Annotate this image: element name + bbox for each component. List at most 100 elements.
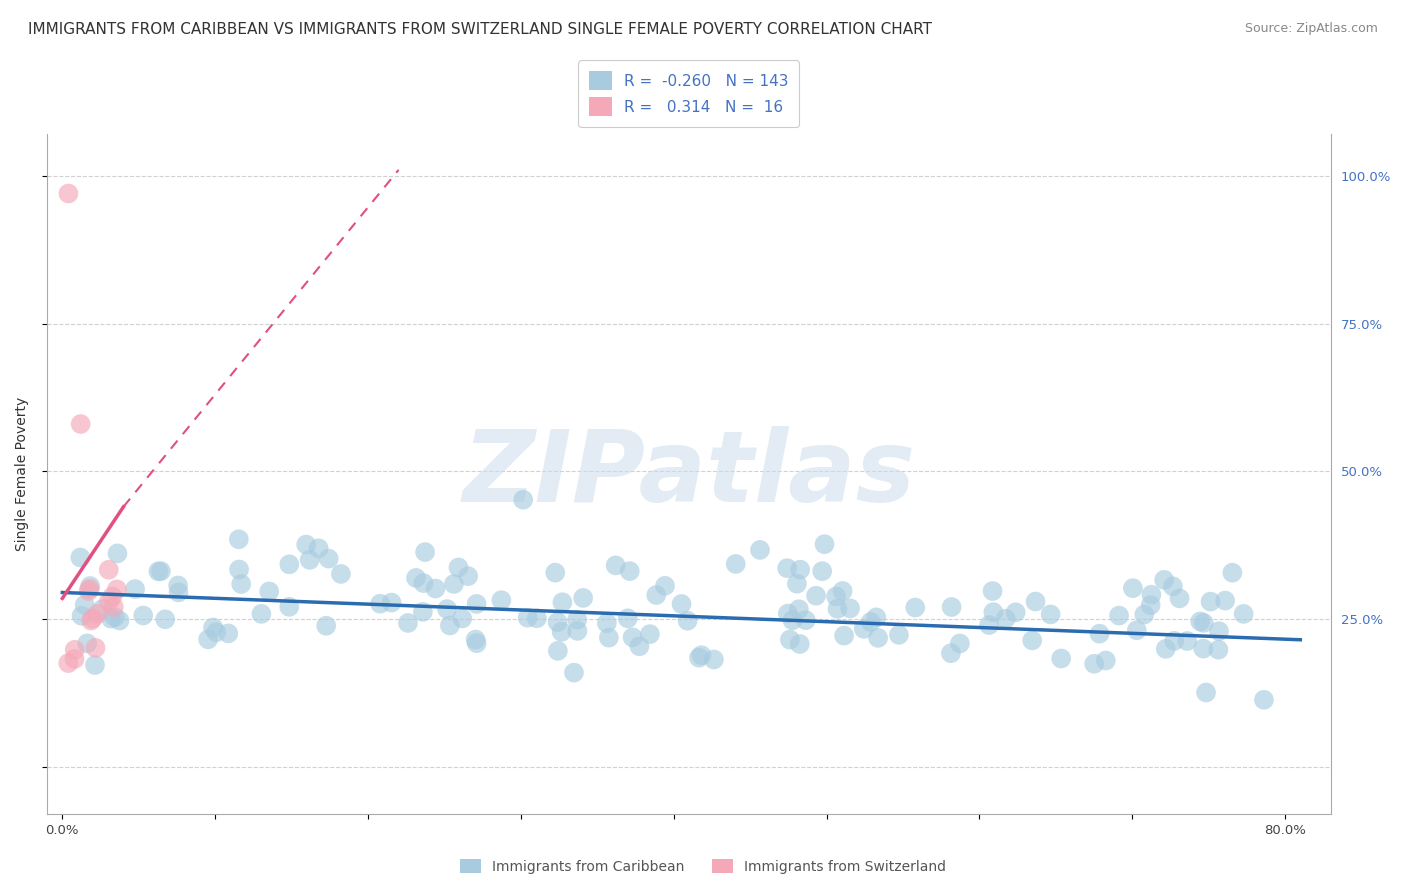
Point bbox=[832, 629, 855, 643]
Point bbox=[749, 542, 772, 557]
Point bbox=[1161, 579, 1184, 593]
Point bbox=[465, 597, 488, 611]
Point bbox=[197, 632, 219, 647]
Point bbox=[457, 569, 479, 583]
Point bbox=[1140, 588, 1163, 602]
Point bbox=[250, 607, 273, 621]
Point bbox=[405, 571, 427, 585]
Point bbox=[551, 595, 574, 609]
Point bbox=[512, 492, 534, 507]
Point bbox=[789, 563, 811, 577]
Point bbox=[562, 665, 585, 680]
Point bbox=[1154, 641, 1177, 656]
Point bbox=[318, 551, 340, 566]
Text: Source: ZipAtlas.com: Source: ZipAtlas.com bbox=[1244, 22, 1378, 36]
Point bbox=[688, 650, 710, 665]
Point bbox=[412, 576, 434, 591]
Point bbox=[724, 557, 747, 571]
Point bbox=[983, 605, 1005, 619]
Point bbox=[1094, 653, 1116, 667]
Point bbox=[782, 613, 804, 627]
Point bbox=[217, 626, 239, 640]
Point bbox=[465, 636, 488, 650]
Point bbox=[638, 627, 661, 641]
Point bbox=[671, 597, 693, 611]
Point bbox=[526, 611, 548, 625]
Point bbox=[58, 656, 80, 670]
Point bbox=[690, 648, 713, 663]
Point bbox=[852, 622, 875, 636]
Point bbox=[859, 615, 882, 629]
Point bbox=[1163, 633, 1185, 648]
Text: IMMIGRANTS FROM CARIBBEAN VS IMMIGRANTS FROM SWITZERLAND SINGLE FEMALE POVERTY C: IMMIGRANTS FROM CARIBBEAN VS IMMIGRANTS … bbox=[28, 22, 932, 37]
Point bbox=[598, 631, 620, 645]
Point bbox=[1108, 608, 1130, 623]
Point bbox=[69, 417, 91, 431]
Point bbox=[949, 636, 972, 650]
Point bbox=[107, 546, 129, 560]
Point bbox=[1175, 634, 1198, 648]
Text: ZIPatlas: ZIPatlas bbox=[463, 425, 915, 523]
Point bbox=[443, 577, 465, 591]
Point bbox=[616, 611, 638, 625]
Point bbox=[904, 600, 927, 615]
Point bbox=[155, 612, 177, 626]
Point bbox=[329, 566, 352, 581]
Point bbox=[605, 558, 627, 573]
Point bbox=[69, 550, 91, 565]
Point bbox=[396, 615, 419, 630]
Point bbox=[1168, 591, 1191, 606]
Point bbox=[1192, 641, 1215, 656]
Point bbox=[676, 614, 699, 628]
Point bbox=[100, 612, 122, 626]
Point bbox=[108, 614, 131, 628]
Point bbox=[86, 607, 108, 621]
Point bbox=[776, 561, 799, 575]
Point bbox=[628, 640, 651, 654]
Point bbox=[1039, 607, 1062, 622]
Point bbox=[516, 610, 538, 624]
Point bbox=[368, 597, 391, 611]
Point bbox=[79, 582, 101, 596]
Y-axis label: Single Female Poverty: Single Female Poverty bbox=[15, 397, 30, 551]
Point bbox=[994, 612, 1017, 626]
Point bbox=[1213, 593, 1236, 607]
Point bbox=[447, 560, 470, 574]
Point bbox=[97, 563, 120, 577]
Point bbox=[619, 564, 641, 578]
Point bbox=[70, 608, 93, 623]
Point bbox=[412, 605, 434, 619]
Point bbox=[105, 582, 128, 597]
Point bbox=[1233, 607, 1256, 621]
Point bbox=[813, 537, 835, 551]
Point bbox=[1253, 693, 1275, 707]
Point bbox=[839, 601, 862, 615]
Point bbox=[315, 619, 337, 633]
Point bbox=[231, 577, 253, 591]
Point bbox=[278, 558, 301, 572]
Point bbox=[1126, 624, 1149, 638]
Point bbox=[84, 640, 107, 655]
Point bbox=[77, 584, 100, 599]
Point bbox=[298, 553, 321, 567]
Point bbox=[101, 590, 124, 604]
Point bbox=[1189, 615, 1212, 629]
Point bbox=[776, 607, 799, 621]
Point bbox=[1195, 685, 1218, 699]
Point bbox=[425, 582, 447, 596]
Point bbox=[91, 602, 114, 616]
Point bbox=[1083, 657, 1105, 671]
Point bbox=[132, 608, 155, 623]
Point bbox=[544, 566, 567, 580]
Point bbox=[80, 614, 103, 628]
Point bbox=[572, 591, 595, 605]
Point bbox=[228, 562, 250, 576]
Point bbox=[76, 636, 98, 650]
Point bbox=[58, 186, 80, 201]
Point bbox=[124, 582, 146, 596]
Point bbox=[787, 602, 810, 616]
Point bbox=[1199, 594, 1222, 608]
Point bbox=[831, 584, 853, 599]
Point bbox=[547, 644, 569, 658]
Point bbox=[82, 611, 104, 625]
